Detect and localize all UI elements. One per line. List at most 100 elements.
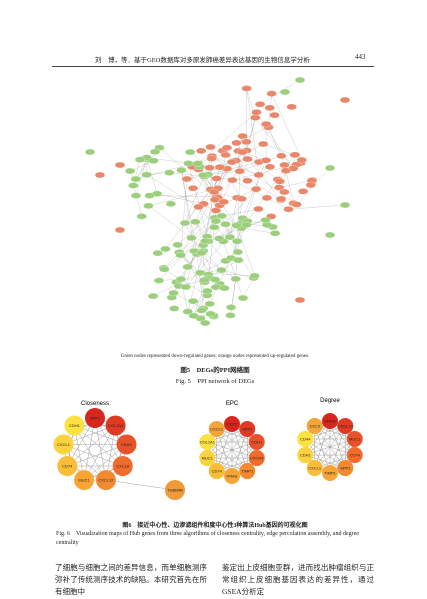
- network-edge: [229, 197, 238, 238]
- network-node: [136, 213, 147, 220]
- hub-edge: [83, 417, 96, 481]
- network-node: [141, 171, 152, 178]
- network-node: [176, 167, 187, 174]
- network-node: [198, 171, 209, 179]
- network-edge: [212, 156, 259, 176]
- hub-node: [224, 468, 240, 484]
- network-node: [253, 205, 264, 213]
- network-edge: [157, 193, 204, 205]
- page-number: 443: [355, 53, 366, 61]
- network-node: [160, 245, 171, 253]
- network-node: [296, 156, 307, 164]
- hub-label: CDH1: [69, 423, 81, 428]
- hub-node: [116, 434, 137, 455]
- hub-node: [297, 447, 314, 464]
- hub-label: CD74: [350, 453, 361, 458]
- network-edge: [263, 143, 295, 156]
- network-node: [279, 188, 290, 196]
- hub-edge: [305, 438, 346, 469]
- hub-edge: [74, 425, 107, 481]
- hub-node: [346, 430, 363, 447]
- network-node: [206, 155, 217, 162]
- network-edge: [255, 117, 294, 169]
- network-node: [208, 188, 220, 196]
- network-node: [227, 176, 238, 184]
- network-node: [204, 164, 215, 171]
- network-node: [124, 167, 136, 175]
- hub-edge: [67, 444, 127, 467]
- network-node: [242, 177, 253, 184]
- hub-label: CXCL8: [116, 464, 130, 469]
- network-node: [128, 182, 139, 189]
- hub-node: [64, 415, 85, 436]
- hub-label: CXCL12: [98, 478, 114, 483]
- network-node: [339, 96, 351, 104]
- network-node: [231, 222, 242, 229]
- network-node: [183, 160, 194, 167]
- network-node: [253, 171, 264, 179]
- network-node: [225, 304, 237, 311]
- figure5-caption-cn: 图5 DEGs的PPI网络图: [180, 367, 250, 374]
- network-node: [149, 148, 161, 155]
- hub-label: TIMP1: [241, 469, 254, 474]
- network-node: [297, 188, 309, 195]
- hub-edge: [67, 425, 116, 467]
- network-node: [214, 235, 225, 242]
- hub-label: KRAS: [227, 474, 238, 479]
- network-node: [225, 312, 236, 319]
- panel-title: Degree: [320, 398, 340, 404]
- network-node: [234, 168, 245, 175]
- hub-edge: [63, 444, 123, 467]
- hub-node: [306, 417, 323, 434]
- hub-label: MUC1: [78, 478, 90, 483]
- network-node: [291, 201, 302, 208]
- network-node: [193, 203, 204, 211]
- running-title: 刘 博，等．基于GEO数据库对多原发肺癌差异表达基因的生物信息学分析: [95, 57, 310, 64]
- network-node: [169, 305, 180, 312]
- network-node: [275, 195, 287, 203]
- network-edge: [146, 157, 158, 194]
- network-node: [283, 206, 294, 213]
- network-node: [209, 196, 221, 203]
- hub-node: [322, 465, 338, 481]
- hub-label: CDH1: [300, 453, 312, 458]
- hub-label: CD74: [62, 464, 73, 469]
- network-node: [269, 111, 280, 119]
- hub-edge: [216, 428, 248, 472]
- hub-label: SPP1: [340, 466, 351, 471]
- network-node: [165, 200, 177, 207]
- network-edge: [184, 161, 233, 224]
- network-node: [148, 157, 159, 164]
- hub-node: [239, 420, 256, 437]
- hub-label: SPP1: [90, 416, 101, 421]
- network-edge: [180, 178, 188, 256]
- network-node: [237, 294, 249, 302]
- network-node: [226, 158, 238, 166]
- network-node: [204, 300, 215, 307]
- network-node: [324, 231, 336, 239]
- network-node: [134, 156, 146, 163]
- hub-node: [85, 408, 105, 428]
- hub-label: KRAS: [121, 442, 132, 447]
- network-node: [200, 237, 211, 245]
- hub-edge: [314, 425, 331, 474]
- network-node: [114, 226, 126, 234]
- network-edge: [196, 253, 236, 279]
- network-node: [192, 160, 203, 167]
- network-node: [153, 277, 165, 284]
- hub-label: CXCL12: [338, 423, 354, 428]
- hub-label: CDH1: [251, 439, 263, 444]
- hub-label: TIMP1: [324, 471, 337, 476]
- network-node: [241, 221, 252, 229]
- network-edge: [238, 150, 278, 180]
- network-edge: [180, 255, 201, 273]
- hub-node: [239, 463, 256, 480]
- network-node: [196, 249, 207, 257]
- network-edge: [242, 277, 254, 299]
- hub-node: [297, 430, 314, 447]
- network-edge: [241, 227, 276, 234]
- network-node: [152, 250, 163, 257]
- network-node: [190, 218, 201, 226]
- hub-label: CD44: [300, 436, 311, 441]
